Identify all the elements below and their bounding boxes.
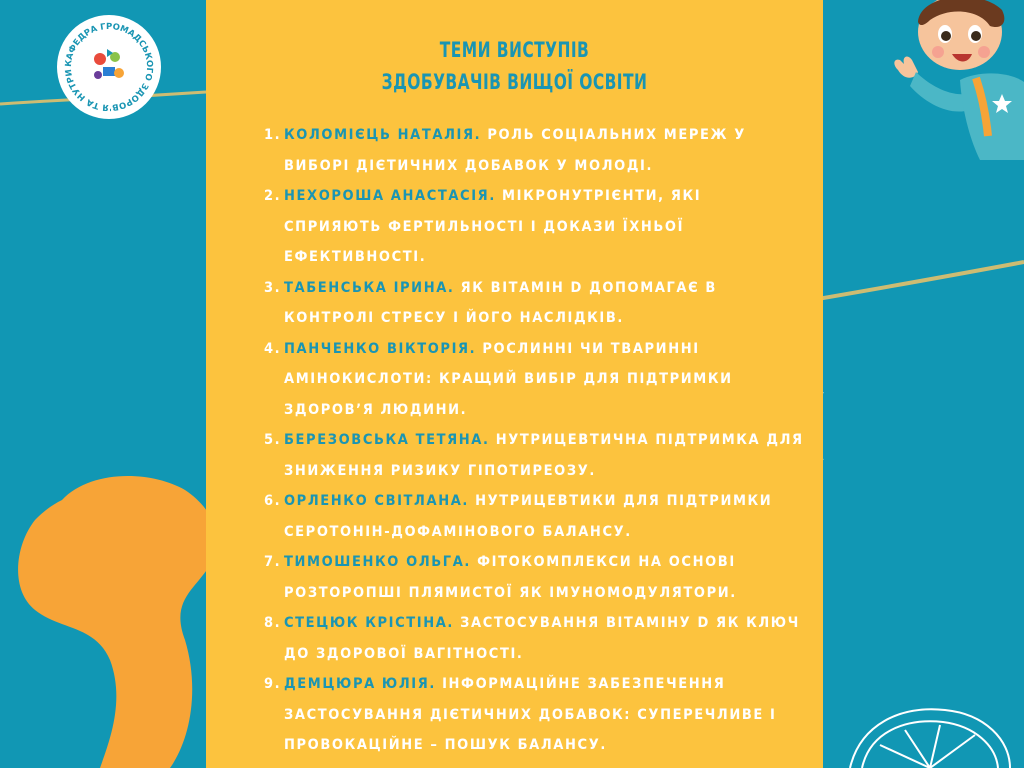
speaker-name: ПАНЧЕНКО ВІКТОРІЯ.	[284, 340, 477, 357]
speaker-topic: РОЛЬ СОЦІАЛЬНИХ МЕРЕЖ У ВИБОРІ ДІЄТИЧНИХ…	[284, 127, 746, 174]
gold-brush-stroke	[799, 260, 1024, 304]
department-logo: КАФЕДРА ГРОМАДСЬКОГО ЗДОРОВ'Я ТА НУТРИЦІ…	[53, 7, 161, 119]
item-number: 5.	[264, 432, 282, 448]
item-number: 2.	[264, 188, 282, 204]
speaker-topics-list: 1. КОЛОМІЄЦЬ НАТАЛІЯ. РОЛЬ СОЦІАЛЬНИХ МЕР…	[264, 120, 804, 761]
item-number: 7.	[264, 554, 282, 570]
speaker-topic: ІНФОРМАЦІЙНЕ ЗАБЕЗПЕЧЕННЯ ЗАСТОСУВАННЯ Д…	[284, 676, 777, 753]
list-item: 8. СТЕЦЮК КРІСТІНА. ЗАСТОСУВАННЯ ВІТАМІНУ…	[264, 608, 804, 669]
cartoon-boy-illustration	[894, 0, 1024, 160]
speaker-name: КОЛОМІЄЦЬ НАТАЛІЯ.	[284, 127, 482, 143]
speaker-topic: НУТРИЦЕВТИЧНА ПІДТРИМКА ДЛЯ ЗНИЖЕННЯ РИЗ…	[284, 432, 804, 479]
list-item: 6. ОРЛЕНКО СВІТЛАНА. НУТРИЦЕВТИКИ ДЛЯ ПІД…	[264, 486, 804, 547]
lemon-slice-outline-icon	[849, 708, 1011, 768]
page-title: ТЕМИ ВИСТУПІВ ЗДОБУВАЧІВ ВИЩОЇ ОСВІТИ	[206, 34, 823, 98]
speaker-name: ТАБЕНСЬКА ІРИНА.	[284, 279, 455, 296]
content-panel	[206, 0, 823, 768]
list-item: 1. КОЛОМІЄЦЬ НАТАЛІЯ. РОЛЬ СОЦІАЛЬНИХ МЕР…	[264, 120, 804, 181]
speaker-topic: ЗАСТОСУВАННЯ ВІТАМІНУ D ЯК КЛЮЧ ДО ЗДОРО…	[284, 615, 800, 662]
item-number: 8.	[264, 615, 282, 631]
speaker-name: ТИМОШЕНКО ОЛЬГА.	[284, 554, 471, 570]
title-line-1: ТЕМИ ВИСТУПІВ	[439, 38, 590, 62]
speaker-topic: МІКРОНУТРІЄНТИ, ЯКІ СПРИЯЮТЬ ФЕРТИЛЬНОСТ…	[284, 188, 702, 265]
speaker-topic: ЯК ВІТАМІН D ДОПОМАГАЄ В КОНТРОЛІ СТРЕСУ…	[284, 279, 717, 327]
item-number: 4.	[264, 340, 282, 357]
speaker-topic: ФІТОКОМПЛЕКСИ НА ОСНОВІ РОЗТОРОПШІ ПЛЯМИ…	[284, 554, 737, 601]
item-number: 3.	[264, 279, 282, 296]
speaker-name: СТЕЦЮК КРІСТІНА.	[284, 615, 454, 631]
item-number: 1.	[264, 127, 282, 143]
list-item: 9. ДЕМЦЮРА ЮЛІЯ. ІНФОРМАЦІЙНЕ ЗАБЕЗПЕЧЕНН…	[264, 669, 804, 761]
title-line-2: ЗДОБУВАЧІВ ВИЩОЇ ОСВІТИ	[381, 70, 648, 94]
speaker-topic: РОСЛИННІ ЧИ ТВАРИННІ АМІНОКИСЛОТИ: КРАЩИ…	[284, 340, 733, 418]
list-item: 3. ТАБЕНСЬКА ІРИНА. ЯК ВІТАМІН D ДОПОМАГА…	[264, 273, 804, 334]
list-item: 7. ТИМОШЕНКО ОЛЬГА. ФІТОКОМПЛЕКСИ НА ОСНО…	[264, 547, 804, 608]
list-item: 2. НЕХОРОША АНАСТАСІЯ. МІКРОНУТРІЄНТИ, ЯК…	[264, 181, 804, 273]
speaker-name: БЕРЕЗОВСЬКА ТЕТЯНА.	[284, 432, 490, 448]
list-item: 5. БЕРЕЗОВСЬКА ТЕТЯНА. НУТРИЦЕВТИЧНА ПІДТ…	[264, 425, 804, 486]
speaker-name: НЕХОРОША АНАСТАСІЯ.	[284, 188, 496, 204]
speaker-name: ОРЛЕНКО СВІТЛАНА.	[284, 493, 469, 509]
list-item: 4. ПАНЧЕНКО ВІКТОРІЯ. РОСЛИННІ ЧИ ТВАРИНН…	[264, 334, 804, 426]
item-number: 6.	[264, 493, 282, 509]
orange-blob	[18, 476, 217, 768]
speaker-name: ДЕМЦЮРА ЮЛІЯ.	[284, 676, 436, 692]
speaker-topic: НУТРИЦЕВТИКИ ДЛЯ ПІДТРИМКИ СЕРОТОНІН-ДОФ…	[284, 493, 773, 540]
item-number: 9.	[264, 676, 282, 692]
